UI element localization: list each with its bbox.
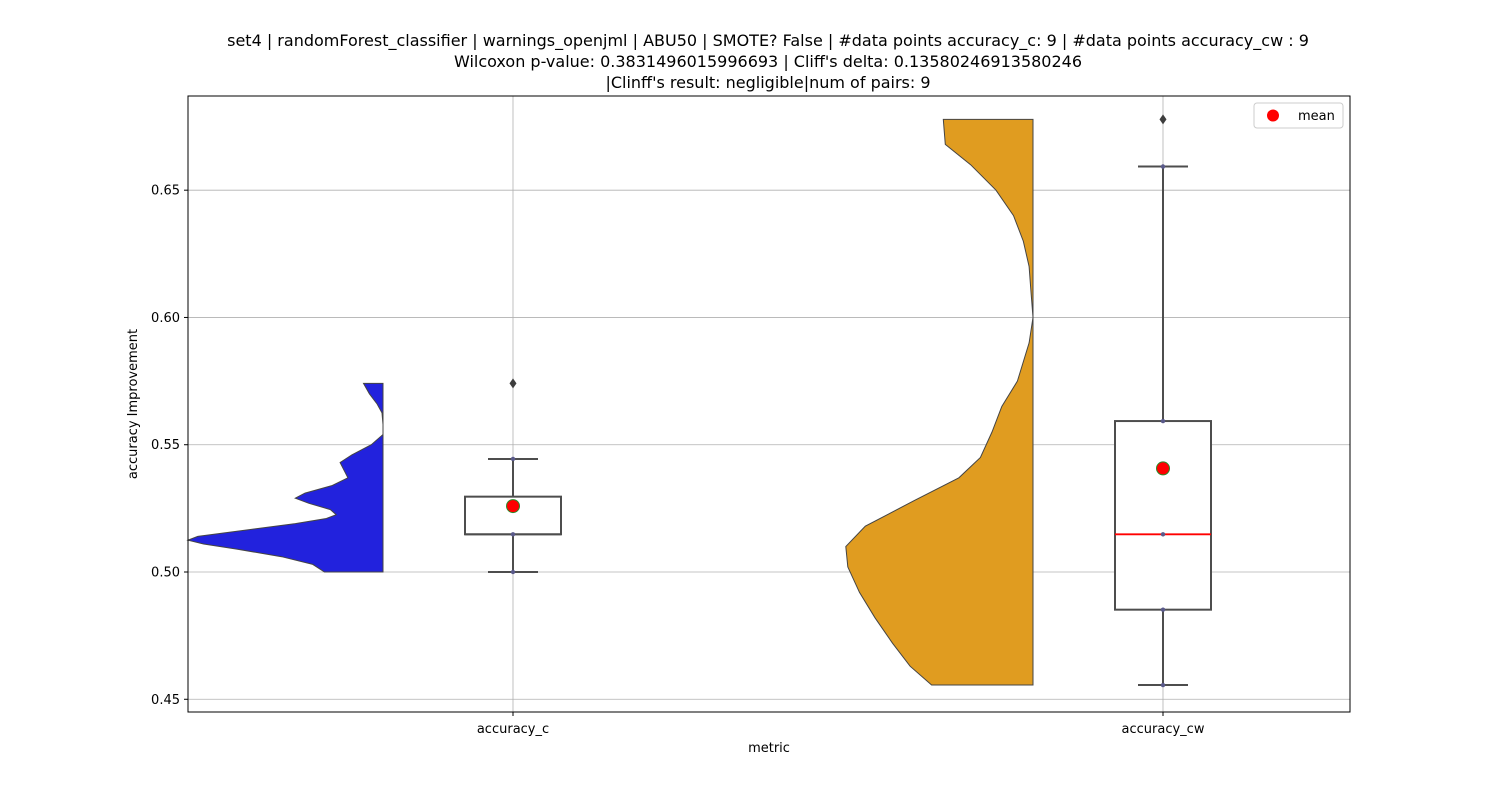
chart-title-line-3: |Clinff's result: negligible|num of pair… bbox=[605, 73, 930, 92]
data-point-accuracy_c bbox=[510, 532, 516, 537]
data-point-accuracy_c bbox=[510, 569, 516, 575]
data-point-accuracy_cw bbox=[1160, 164, 1166, 169]
grid-lines bbox=[188, 96, 1350, 712]
legend-mean-label: mean bbox=[1298, 109, 1335, 124]
data-point-accuracy_cw bbox=[1160, 418, 1166, 424]
boxplots bbox=[464, 114, 1212, 688]
legend-mean-marker bbox=[1267, 109, 1279, 122]
legend-frame bbox=[1253, 102, 1344, 129]
x-axis: accuracy_c accuracy_cw bbox=[477, 712, 1205, 737]
violins bbox=[186, 118, 1034, 686]
y-tick-label: 0.50 bbox=[151, 566, 180, 581]
y-tick-label: 0.60 bbox=[151, 311, 180, 326]
y-axis-label: accuracy Improvement bbox=[126, 329, 141, 479]
y-axis: 0.45 0.50 0.55 0.60 0.65 bbox=[151, 184, 188, 708]
plot-area-frame bbox=[187, 95, 1351, 713]
data-point-accuracy_cw bbox=[1160, 607, 1166, 612]
violin-accuracy_cw bbox=[845, 118, 1034, 686]
y-tick-label: 0.45 bbox=[151, 693, 180, 708]
data-point-accuracy_c bbox=[510, 456, 516, 462]
mean-marker-accuracy_cw bbox=[1156, 461, 1170, 476]
chart-title: set4 | randomForest_classifier | warning… bbox=[227, 31, 1309, 92]
chart-title-line-2: Wilcoxon p-value: 0.3831496015996693 | C… bbox=[454, 52, 1082, 71]
outlier-accuracy_cw bbox=[1159, 114, 1167, 125]
x-tick-label: accuracy_cw bbox=[1122, 722, 1205, 737]
outlier-accuracy_c bbox=[509, 378, 517, 389]
violin-accuracy_c bbox=[186, 382, 384, 573]
legend: mean bbox=[1253, 102, 1344, 129]
data-point-accuracy_cw bbox=[1160, 682, 1166, 688]
chart-title-line-1: set4 | randomForest_classifier | warning… bbox=[227, 31, 1309, 51]
box-accuracy_cw bbox=[1114, 420, 1212, 611]
y-tick-label: 0.55 bbox=[151, 438, 180, 453]
x-tick-label: accuracy_c bbox=[477, 722, 549, 737]
data-point-accuracy_cw bbox=[1160, 532, 1166, 537]
mean-marker-accuracy_c bbox=[506, 499, 520, 514]
y-tick-label: 0.65 bbox=[151, 184, 180, 199]
x-axis-label: metric bbox=[748, 741, 790, 756]
